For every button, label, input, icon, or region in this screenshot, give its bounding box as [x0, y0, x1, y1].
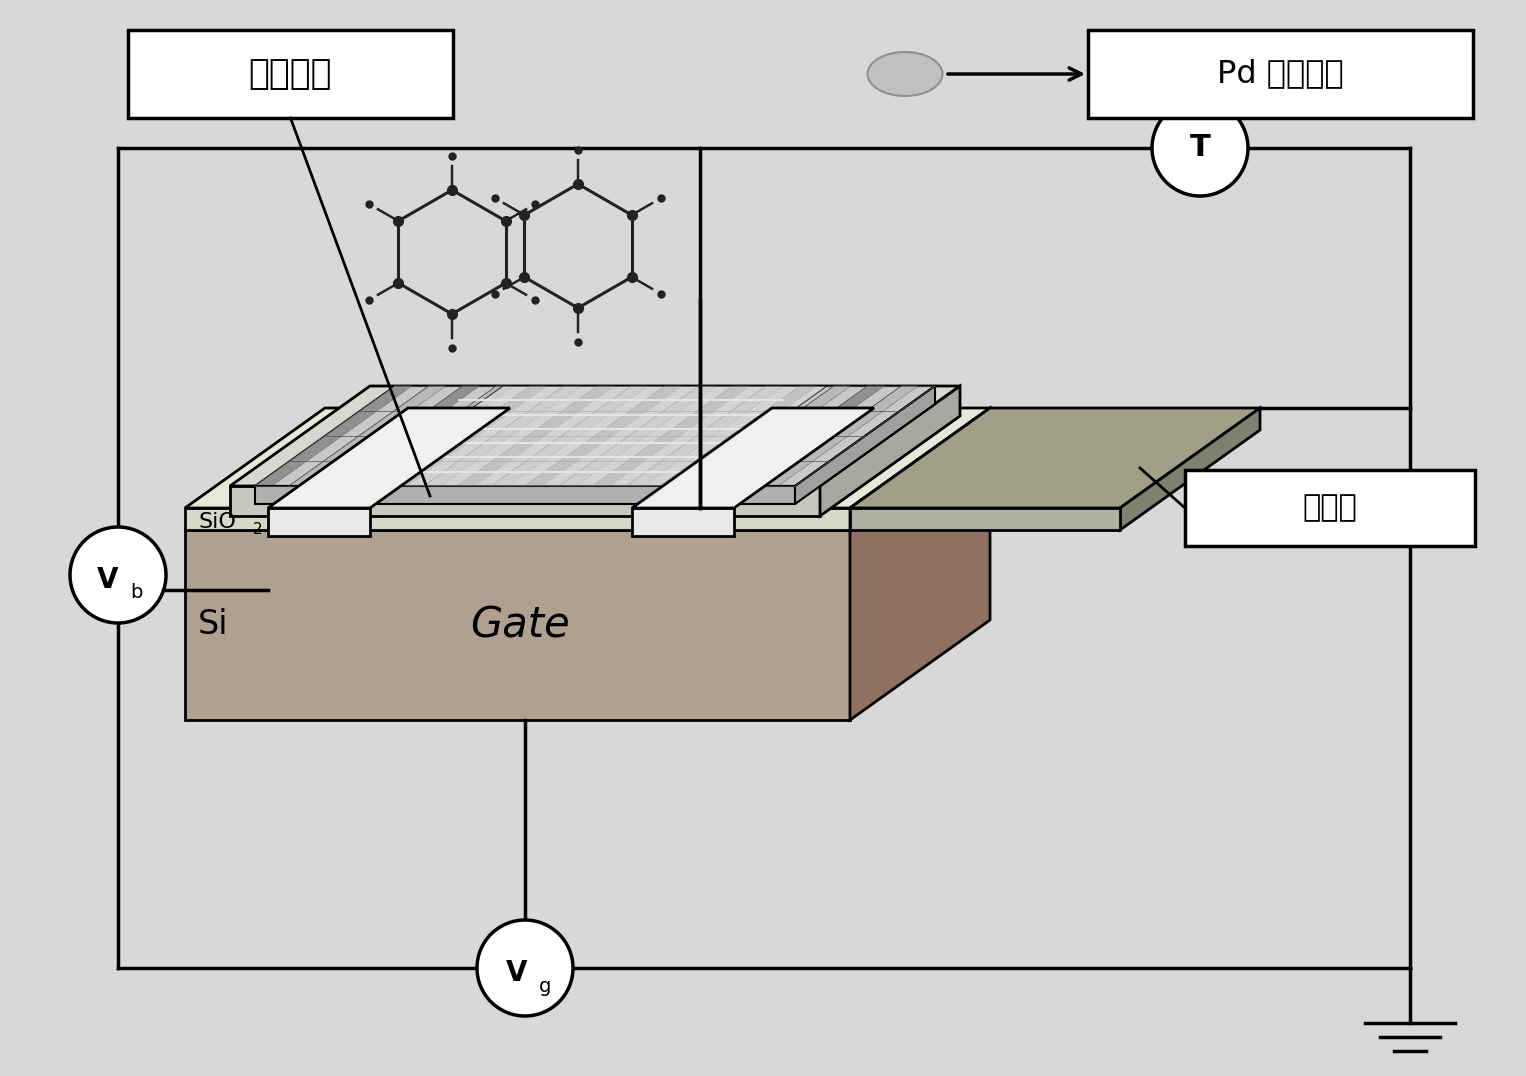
Polygon shape — [185, 508, 850, 530]
Polygon shape — [363, 386, 827, 486]
Text: SiO: SiO — [198, 512, 237, 532]
Polygon shape — [255, 386, 412, 486]
Text: Pd 纳米颗粒: Pd 纳米颗粒 — [1218, 58, 1344, 89]
Polygon shape — [288, 386, 446, 486]
Polygon shape — [632, 508, 734, 536]
Text: Gate: Gate — [470, 604, 569, 646]
Polygon shape — [424, 386, 580, 486]
Polygon shape — [559, 386, 716, 486]
Polygon shape — [391, 386, 546, 486]
FancyBboxPatch shape — [1088, 30, 1473, 118]
Polygon shape — [795, 386, 935, 504]
Polygon shape — [230, 486, 819, 516]
Polygon shape — [819, 386, 960, 516]
Polygon shape — [356, 386, 513, 486]
Text: V: V — [507, 959, 528, 987]
Polygon shape — [269, 408, 510, 508]
Polygon shape — [626, 386, 783, 486]
Polygon shape — [322, 386, 479, 486]
Polygon shape — [850, 408, 990, 530]
Ellipse shape — [867, 52, 943, 96]
Polygon shape — [255, 386, 935, 486]
Polygon shape — [694, 386, 850, 486]
FancyBboxPatch shape — [128, 30, 453, 118]
Polygon shape — [761, 386, 919, 486]
Polygon shape — [255, 486, 795, 504]
Polygon shape — [850, 508, 1120, 530]
Circle shape — [1152, 100, 1248, 196]
Polygon shape — [185, 430, 990, 530]
Polygon shape — [661, 386, 816, 486]
FancyBboxPatch shape — [1186, 470, 1476, 546]
Polygon shape — [525, 386, 682, 486]
Polygon shape — [850, 408, 1260, 508]
Text: 碳纳米管: 碳纳米管 — [249, 57, 333, 91]
Polygon shape — [850, 430, 990, 720]
Circle shape — [70, 527, 166, 623]
Text: 石墨烯: 石墨烯 — [1303, 494, 1357, 523]
Polygon shape — [458, 386, 615, 486]
Polygon shape — [592, 386, 749, 486]
Circle shape — [478, 920, 572, 1016]
Text: V: V — [98, 566, 119, 594]
Polygon shape — [269, 508, 369, 536]
Text: g: g — [539, 977, 551, 995]
Text: Si: Si — [198, 609, 229, 641]
Text: T: T — [1190, 133, 1210, 162]
Text: 2: 2 — [253, 523, 262, 538]
Polygon shape — [491, 386, 649, 486]
Polygon shape — [1120, 408, 1260, 530]
Polygon shape — [185, 530, 850, 720]
Polygon shape — [632, 408, 874, 508]
Text: b: b — [130, 583, 142, 603]
Polygon shape — [230, 386, 960, 486]
Polygon shape — [728, 386, 885, 486]
Polygon shape — [185, 408, 990, 508]
